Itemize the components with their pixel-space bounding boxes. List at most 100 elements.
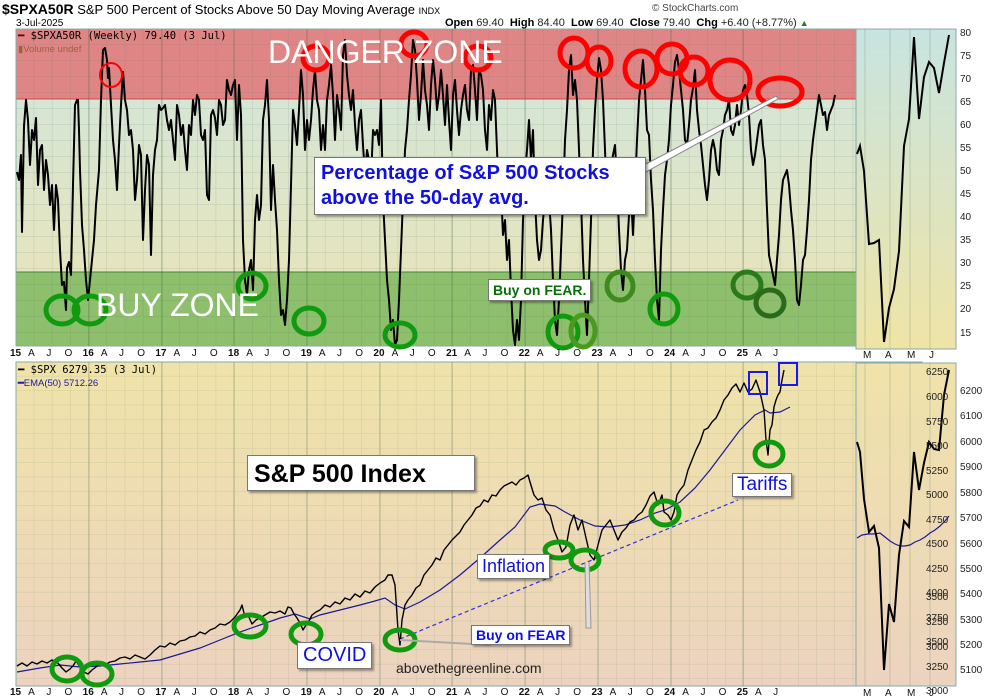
x-tick-label: 16 (82, 348, 94, 359)
x-tick-label: J (555, 687, 561, 698)
x-tick-label: O (573, 687, 582, 698)
x-tick-label: A (28, 348, 35, 359)
svg-text:5500: 5500 (960, 564, 983, 575)
svg-text:55: 55 (960, 143, 972, 154)
spx-top-boxes (748, 362, 798, 395)
svg-text:20: 20 (960, 304, 972, 315)
x-tick-label: O (427, 348, 436, 359)
line-swatch-icon: ━ (18, 378, 24, 389)
x-tick-label: J (409, 348, 415, 359)
svg-text:5100: 5100 (960, 665, 983, 676)
x-tick-label: O (137, 348, 145, 359)
x-tick-label: 20 (373, 687, 385, 698)
y-tick: 3000 (926, 686, 949, 697)
x-tick-label: J (264, 687, 270, 698)
svg-text:30: 30 (960, 258, 972, 269)
tariffs-label: Tariffs (732, 473, 793, 497)
svg-text:5800: 5800 (960, 488, 983, 499)
x-tick-label: 19 (300, 348, 312, 359)
x-tick-label: A (464, 348, 471, 359)
danger-circles (99, 29, 805, 109)
x-tick-label: J (46, 348, 52, 359)
x-tick-label: 25 (736, 687, 748, 698)
spx-y-axis: 6250 6000 5750 5500 5250 5000 4750 4500 … (926, 362, 958, 697)
spxa50r-mini-line (856, 34, 950, 343)
line-swatch-icon: ━ (18, 30, 25, 42)
x-tick-label: A (609, 687, 617, 698)
legend-series: $SPX 6279.35 (3 Jul) (30, 364, 158, 376)
y-tick: 4500 (926, 539, 949, 550)
top-mini-y-axis: 80 75 70 65 60 55 50 45 40 35 30 25 20 15 (960, 28, 972, 339)
y-tick: 4750 (926, 515, 949, 526)
x-tick-label: 20 (373, 348, 385, 359)
spx-legend: ━ $SPX 6279.35 (3 Jul) (18, 364, 157, 376)
y-tick: 6250 (926, 367, 949, 378)
inflation-label: Inflation (477, 554, 551, 579)
svg-text:5600: 5600 (960, 539, 983, 550)
y-tick: 3500 (926, 592, 949, 603)
spxa50r-line (16, 39, 836, 346)
bottom-x-axis: 15 A J O 16 A J O 17 A J O 18 A J O 19 A J O 20 A J O 21 A J O 22 A J O… (0, 687, 930, 700)
x-tick-label: A (246, 348, 253, 359)
ohlc-bar: Open 69.40 High 84.40 Low 69.40 Close 79… (445, 17, 809, 29)
buy-circles (43, 269, 787, 351)
volume-legend: ▮Volume undef (18, 44, 82, 55)
x-tick-label: J (119, 348, 125, 359)
x-tick-label: O (718, 348, 727, 359)
open-value: 69.40 (476, 17, 504, 29)
svg-text:75: 75 (960, 51, 972, 62)
y-tick: 3250 (926, 662, 949, 673)
x-tick-label: J (264, 348, 270, 359)
y-tick: 3500 (926, 637, 949, 648)
y-tick: 5750 (926, 417, 949, 428)
chg-value: +6.40 (+8.77%) (720, 17, 797, 29)
svg-text:65: 65 (960, 97, 972, 108)
svg-text:45: 45 (960, 189, 972, 200)
x-tick-label: O (64, 687, 73, 698)
up-triangle-icon: ▲ (799, 18, 809, 28)
buy-zone-label: BUY ZONE (96, 287, 259, 323)
svg-text:5400: 5400 (960, 589, 983, 600)
x-tick-label: J (700, 687, 706, 698)
ema50-line (16, 406, 791, 673)
x-tick-label: A (173, 687, 181, 698)
ema-legend: ━EMA(50) 5712.26 (18, 378, 99, 389)
x-tick-label: O (355, 687, 363, 698)
svg-text:60: 60 (960, 120, 972, 131)
x-tick-label: O (427, 687, 436, 698)
svg-text:6200: 6200 (960, 386, 983, 397)
y-tick: 3250 (926, 617, 949, 628)
x-tick-label: 17 (155, 348, 167, 359)
svg-text:80: 80 (960, 28, 972, 39)
x-tick-label: A (318, 687, 326, 698)
x-tick-label: 19 (300, 687, 312, 698)
top-x-axis: 15 A J O 16 A J O 17 A J O 18 A J O 19 A J O 20 A J O 21 A J O 22 A J O… (0, 348, 930, 361)
legend-series: $SPXA50R (Weekly) 79.40 (3 Jul) (30, 30, 227, 42)
spx-buy-circles (49, 439, 786, 688)
copyright: © StockCharts.com (652, 3, 739, 14)
x-tick-label: A (885, 350, 892, 361)
x-tick-label: J (929, 688, 934, 699)
x-tick-label: A (246, 687, 253, 698)
covid-label: COVID (297, 642, 373, 669)
x-tick-label: A (536, 687, 544, 698)
x-tick-label: M (863, 350, 872, 361)
svg-text:5200: 5200 (960, 640, 983, 651)
x-tick-label: A (391, 348, 399, 359)
y-tick: 3750 (926, 613, 949, 624)
top-legend: ━ $SPXA50R (Weekly) 79.40 (3 Jul) (18, 30, 227, 42)
exchange: INDX (418, 6, 441, 16)
x-tick-label: J (555, 348, 561, 359)
x-tick-label: O (209, 687, 218, 698)
x-tick-label: O (209, 348, 218, 359)
x-tick-label: A (682, 687, 689, 698)
x-tick-label: J (773, 348, 779, 359)
line-swatch-icon: ━ (18, 364, 25, 376)
x-tick-label: 24 (664, 687, 676, 698)
x-tick-label: A (885, 688, 892, 699)
x-tick-label: 22 (518, 348, 530, 359)
x-tick-label: 25 (736, 348, 748, 359)
low-value: 69.40 (596, 17, 624, 29)
